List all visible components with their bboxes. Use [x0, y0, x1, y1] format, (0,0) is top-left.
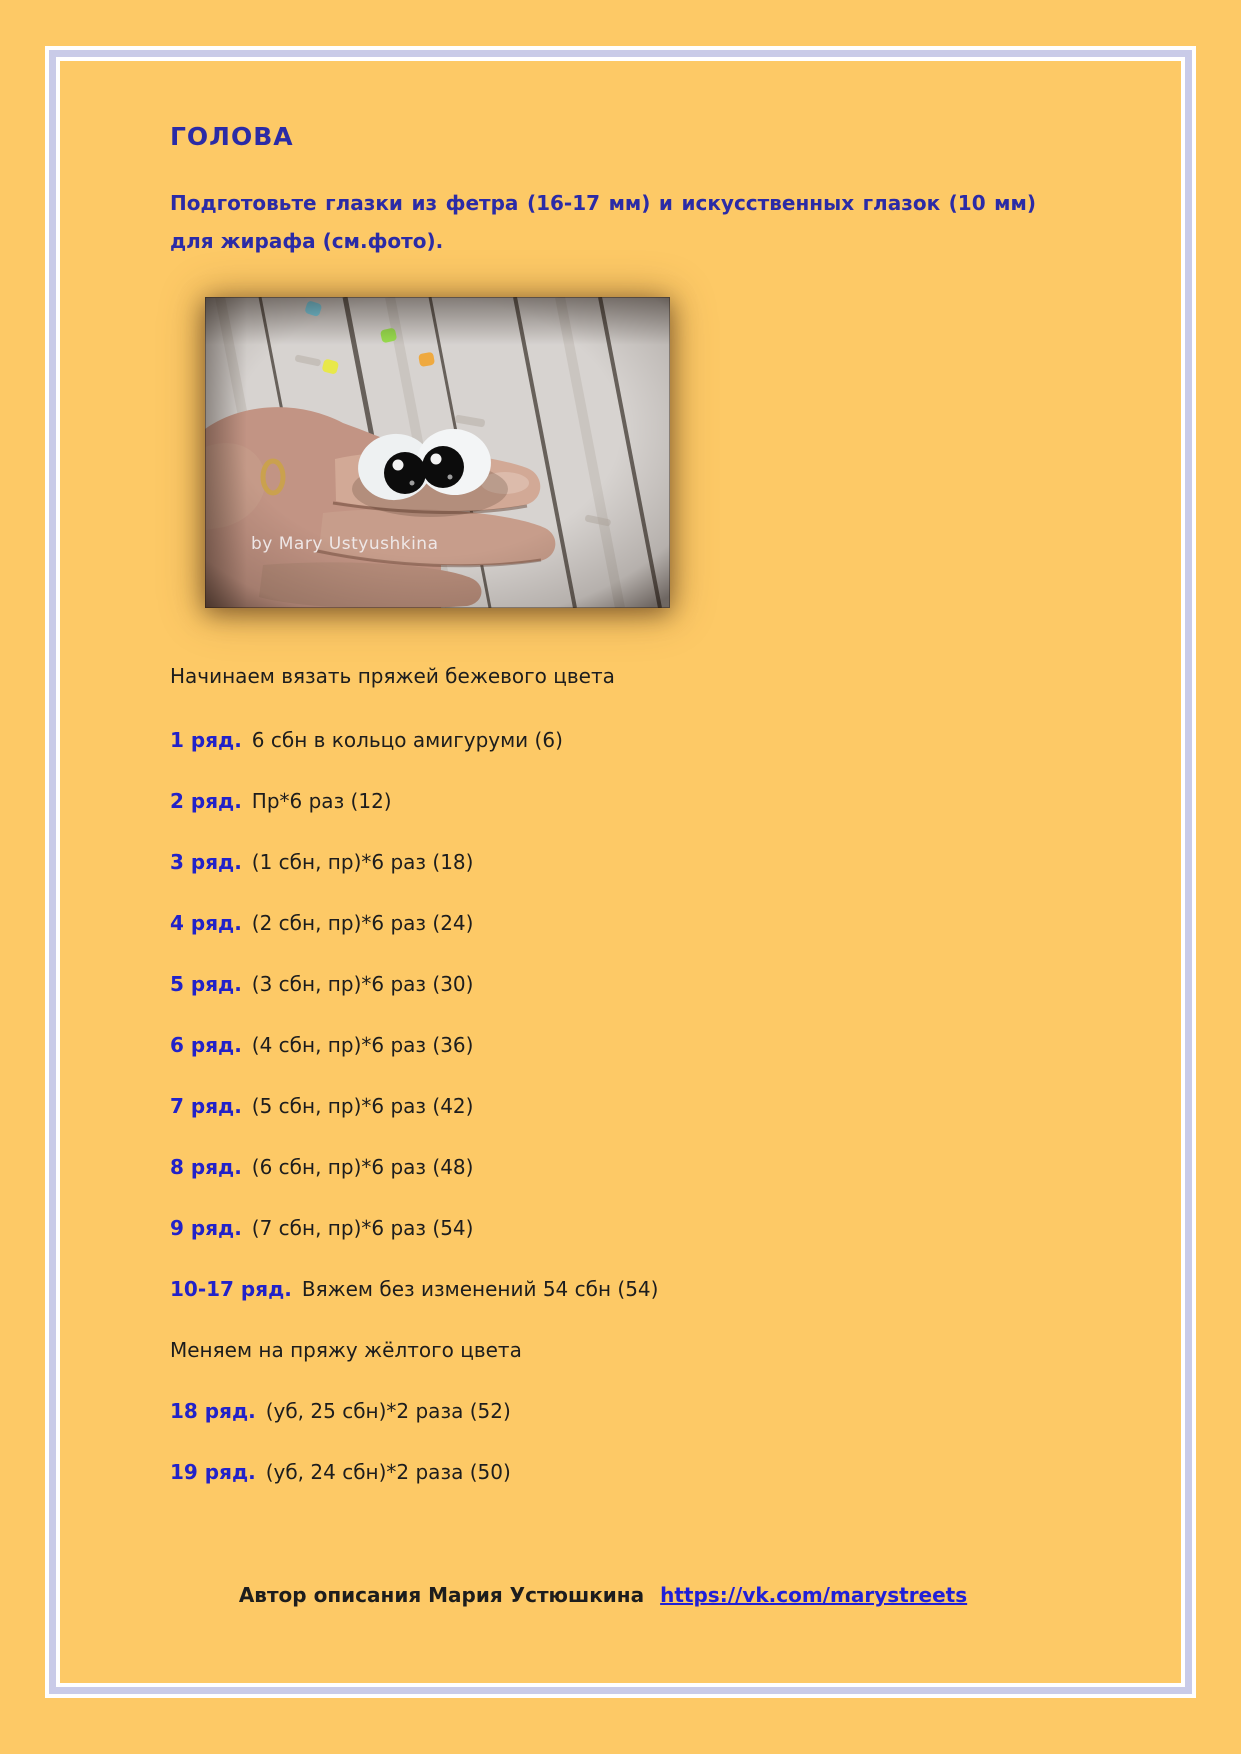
row-number-label: 6 ряд.: [170, 1033, 242, 1057]
pattern-row: 3 ряд. (1 сбн, пр)*6 раз (18): [170, 844, 658, 880]
eyes-photo-image: by Mary Ustyushkina: [205, 297, 670, 608]
row-instruction: (1 сбн, пр)*6 раз (18): [251, 850, 474, 874]
row-instruction: Вяжем без изменений 54 сбн (54): [301, 1277, 659, 1301]
yarn-start-note: Начинаем вязать пряжей бежевого цвета: [170, 664, 615, 688]
pattern-row: 19 ряд. (уб, 24 сбн)*2 раза (50): [170, 1454, 658, 1490]
row-number-label: 18 ряд.: [170, 1399, 256, 1423]
row-instruction: (уб, 24 сбн)*2 раза (50): [265, 1460, 511, 1484]
row-number-label: 10-17 ряд.: [170, 1277, 292, 1301]
row-number-label: 1 ряд.: [170, 728, 242, 752]
row-number-label: 4 ряд.: [170, 911, 242, 935]
row-instruction: (уб, 25 сбн)*2 раза (52): [265, 1399, 511, 1423]
row-instruction: (6 сбн, пр)*6 раз (48): [251, 1155, 474, 1179]
pattern-row: 18 ряд. (уб, 25 сбн)*2 раза (52): [170, 1393, 658, 1429]
photo-watermark: by Mary Ustyushkina: [251, 534, 439, 554]
row-instruction: 6 сбн в кольцо амигуруми (6): [251, 728, 563, 752]
pattern-row: 9 ряд. (7 сбн, пр)*6 раз (54): [170, 1210, 658, 1246]
row-number-label: 7 ряд.: [170, 1094, 242, 1118]
row-instruction: (2 сбн, пр)*6 раз (24): [251, 911, 474, 935]
author-credit: Автор описания Мария Устюшкина: [238, 1583, 645, 1607]
row-number-label: 3 ряд.: [170, 850, 242, 874]
row-number-label: 19 ряд.: [170, 1460, 256, 1484]
pattern-row: 2 ряд. Пр*6 раз (12): [170, 783, 658, 819]
page-title: ГОЛОВА: [170, 122, 294, 151]
pattern-row: 10-17 ряд. Вяжем без изменений 54 сбн (54…: [170, 1271, 658, 1307]
vk-link[interactable]: https://vk.com/marystreets: [660, 1583, 968, 1607]
row-instruction: (3 сбн, пр)*6 раз (30): [251, 972, 474, 996]
pattern-row: 8 ряд. (6 сбн, пр)*6 раз (48): [170, 1149, 658, 1185]
intro-paragraph: Подготовьте глазки из фетра (16-17 мм) и…: [170, 191, 1036, 253]
pattern-row: 7 ряд. (5 сбн, пр)*6 раз (42): [170, 1088, 658, 1124]
row-instruction: (7 сбн, пр)*6 раз (54): [251, 1216, 474, 1240]
row-instruction: (5 сбн, пр)*6 раз (42): [251, 1094, 474, 1118]
row-number-label: 9 ряд.: [170, 1216, 242, 1240]
pattern-row: 4 ряд. (2 сбн, пр)*6 раз (24): [170, 905, 658, 941]
footer-credit-line: Автор описания Мария Устюшкина https://vk…: [170, 1578, 1036, 1612]
row-instruction: Пр*6 раз (12): [251, 789, 392, 813]
pattern-row: Меняем на пряжу жёлтого цвета: [170, 1332, 658, 1368]
row-number-label: 8 ряд.: [170, 1155, 242, 1179]
pattern-row: 6 ряд. (4 сбн, пр)*6 раз (36): [170, 1027, 658, 1063]
pattern-row: 5 ряд. (3 сбн, пр)*6 раз (30): [170, 966, 658, 1002]
row-instruction: (4 сбн, пр)*6 раз (36): [251, 1033, 474, 1057]
pattern-row: 1 ряд. 6 сбн в кольцо амигуруми (6): [170, 722, 658, 758]
eyes-photo: by Mary Ustyushkina: [205, 297, 670, 608]
row-number-label: 2 ряд.: [170, 789, 242, 813]
row-instruction: Меняем на пряжу жёлтого цвета: [170, 1338, 522, 1362]
row-number-label: 5 ряд.: [170, 972, 242, 996]
pattern-rows-list: 1 ряд. 6 сбн в кольцо амигуруми (6) 2 ряд…: [170, 722, 658, 1515]
